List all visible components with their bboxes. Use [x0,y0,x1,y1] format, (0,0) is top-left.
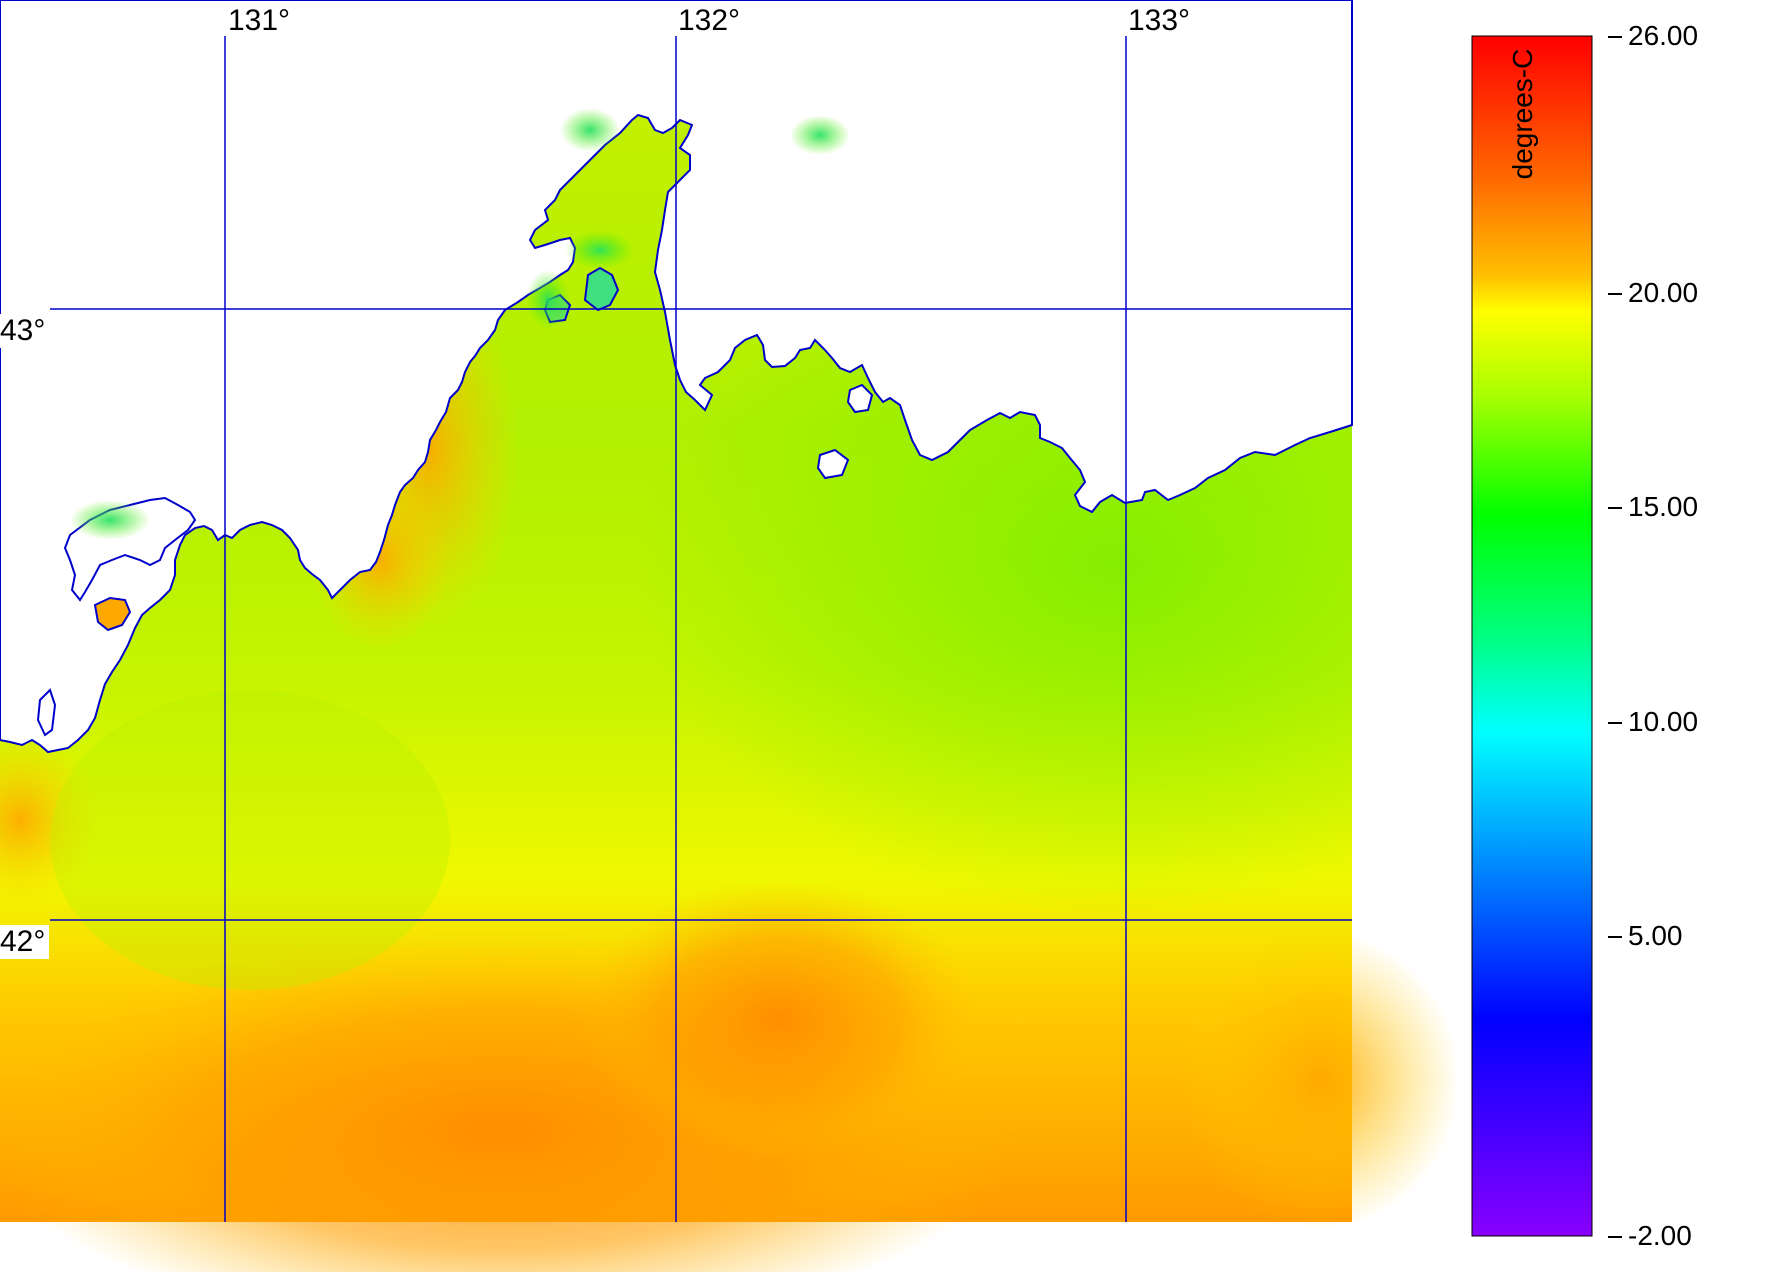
colorbar-units-label: degrees-C [1507,48,1538,180]
colorbar-tick-label: 5.00 [1628,920,1683,951]
colorbar-tick-mark [1608,507,1622,509]
colorbar-tick-label: 20.00 [1628,277,1699,308]
colorbar-tick-label: 26.00 [1628,20,1699,51]
colorbar-tick-mark [1608,293,1622,295]
longitude-label-131: 131° [228,4,291,37]
colorbar-tick-label: -2.00 [1628,1220,1692,1251]
longitude-label-133: 133° [1128,4,1191,37]
colorbar-tick-label: 15.00 [1628,491,1699,522]
colorbar-tick-mark [1608,722,1622,724]
colorbar-tick-mark [1608,936,1622,938]
colorbar-tick-label: 10.00 [1628,706,1699,737]
longitude-label-132: 132° [678,4,741,37]
graticule [50,36,1352,1222]
colorbar-tick-mark [1608,1236,1622,1238]
latitude-label-42: 42° [0,925,50,959]
colorbar-tick-mark [1608,36,1622,38]
latitude-label-43: 43° [0,314,50,348]
coastal-cool-water [70,108,850,540]
colorbar-scale [1471,35,1593,1237]
